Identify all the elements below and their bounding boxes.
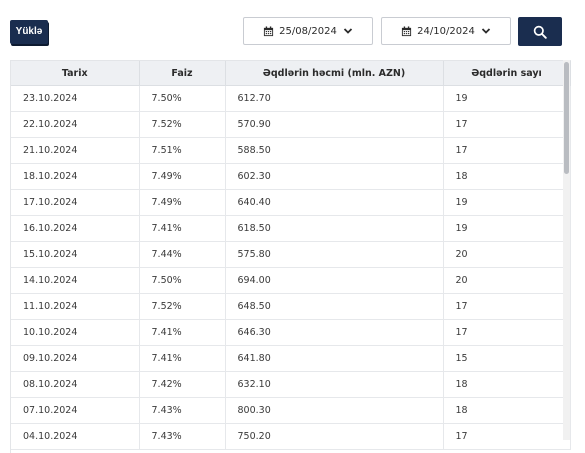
table-row: 07.10.2024 7.43% 800.30 18: [11, 397, 571, 424]
cell-date: 23.10.2024: [11, 85, 140, 112]
table-row: 04.10.2024 7.43% 750.20 17: [11, 423, 571, 450]
cell-count: 19: [443, 189, 571, 216]
cell-volume: 640.40: [225, 189, 444, 216]
cell-rate: 7.52%: [139, 293, 226, 320]
table-row: 22.10.2024 7.52% 570.90 17: [11, 111, 571, 138]
cell-date: 09.10.2024: [11, 345, 140, 372]
cell-rate: 7.41%: [139, 215, 226, 242]
cell-volume: 618.50: [225, 215, 444, 242]
cell-date: 22.10.2024: [11, 111, 140, 138]
cell-volume: 612.70: [225, 85, 444, 112]
chevron-down-icon: [481, 28, 490, 34]
table-scrollbar[interactable]: [563, 60, 570, 440]
cell-rate: 7.43%: [139, 423, 226, 450]
cell-date: 21.10.2024: [11, 137, 140, 164]
calendar-icon: [264, 25, 274, 36]
cell-rate: 7.43%: [139, 397, 226, 424]
cell-count: 17: [443, 423, 571, 450]
search-icon: [533, 25, 547, 39]
date-to-picker[interactable]: 24/10/2024: [381, 17, 511, 45]
table-row: 14.10.2024 7.50% 694.00 20: [11, 267, 571, 294]
cell-rate: 7.41%: [139, 319, 226, 346]
table-body: 23.10.2024 7.50% 612.70 19 22.10.2024 7.52% 57…: [11, 85, 571, 450]
cell-date: 11.10.2024: [11, 293, 140, 320]
rates-table: Tarix Faiz Əqdlərin həcmi (mln. AZN) Əqd…: [11, 61, 571, 450]
cell-volume: 648.50: [225, 293, 444, 320]
column-header-count[interactable]: Əqdlərin sayı: [443, 61, 571, 86]
cell-date: 08.10.2024: [11, 371, 140, 398]
cell-rate: 7.50%: [139, 267, 226, 294]
cell-count: 19: [443, 215, 571, 242]
table-row: 18.10.2024 7.49% 602.30 18: [11, 163, 571, 190]
cell-rate: 7.51%: [139, 137, 226, 164]
cell-volume: 588.50: [225, 137, 444, 164]
table-row: 16.10.2024 7.41% 618.50 19: [11, 215, 571, 242]
cell-date: 14.10.2024: [11, 267, 140, 294]
cell-date: 17.10.2024: [11, 189, 140, 216]
cell-count: 18: [443, 397, 571, 424]
cell-count: 15: [443, 345, 571, 372]
table-header-row: Tarix Faiz Əqdlərin həcmi (mln. AZN) Əqd…: [11, 61, 571, 86]
cell-count: 17: [443, 111, 571, 138]
table-row: 08.10.2024 7.42% 632.10 18: [11, 371, 571, 398]
calendar-icon: [402, 25, 412, 36]
cell-volume: 641.80: [225, 345, 444, 372]
date-from-value: 25/08/2024: [279, 25, 337, 37]
table-row: 09.10.2024 7.41% 641.80 15: [11, 345, 571, 372]
column-header-date[interactable]: Tarix: [11, 61, 140, 86]
cell-volume: 632.10: [225, 371, 444, 398]
column-header-rate[interactable]: Faiz: [139, 61, 226, 86]
cell-count: 17: [443, 137, 571, 164]
scrollbar-thumb[interactable]: [564, 62, 569, 174]
table-row: 23.10.2024 7.50% 612.70 19: [11, 85, 571, 112]
table-row: 15.10.2024 7.44% 575.80 20: [11, 241, 571, 268]
cell-count: 19: [443, 85, 571, 112]
cell-volume: 800.30: [225, 397, 444, 424]
cell-date: 04.10.2024: [11, 423, 140, 450]
cell-volume: 750.20: [225, 423, 444, 450]
toolbar: Yüklə 25/08/2024: [0, 0, 585, 60]
cell-date: 07.10.2024: [11, 397, 140, 424]
cell-count: 20: [443, 267, 571, 294]
cell-date: 16.10.2024: [11, 215, 140, 242]
chevron-down-icon: [343, 28, 352, 34]
cell-volume: 602.30: [225, 163, 444, 190]
cell-rate: 7.42%: [139, 371, 226, 398]
table-row: 10.10.2024 7.41% 646.30 17: [11, 319, 571, 346]
date-from-picker[interactable]: 25/08/2024: [243, 17, 373, 45]
cell-date: 10.10.2024: [11, 319, 140, 346]
cell-count: 18: [443, 163, 571, 190]
cell-rate: 7.50%: [139, 85, 226, 112]
cell-volume: 575.80: [225, 241, 444, 268]
cell-rate: 7.44%: [139, 241, 226, 268]
cell-date: 18.10.2024: [11, 163, 140, 190]
cell-count: 18: [443, 371, 571, 398]
cell-rate: 7.49%: [139, 163, 226, 190]
date-to-value: 24/10/2024: [417, 25, 475, 37]
table-row: 11.10.2024 7.52% 648.50 17: [11, 293, 571, 320]
cell-rate: 7.41%: [139, 345, 226, 372]
cell-count: 20: [443, 241, 571, 268]
cell-count: 17: [443, 319, 571, 346]
table-row: 21.10.2024 7.51% 588.50 17: [11, 137, 571, 164]
cell-date: 15.10.2024: [11, 241, 140, 268]
table-row: 17.10.2024 7.49% 640.40 19: [11, 189, 571, 216]
cell-count: 17: [443, 293, 571, 320]
cell-volume: 570.90: [225, 111, 444, 138]
rates-table-container: Tarix Faiz Əqdlərin həcmi (mln. AZN) Əqd…: [10, 60, 571, 453]
cell-rate: 7.52%: [139, 111, 226, 138]
download-button[interactable]: Yüklə: [10, 20, 48, 44]
search-button[interactable]: [518, 17, 562, 46]
cell-rate: 7.49%: [139, 189, 226, 216]
cell-volume: 694.00: [225, 267, 444, 294]
column-header-volume[interactable]: Əqdlərin həcmi (mln. AZN): [225, 61, 444, 86]
cell-volume: 646.30: [225, 319, 444, 346]
